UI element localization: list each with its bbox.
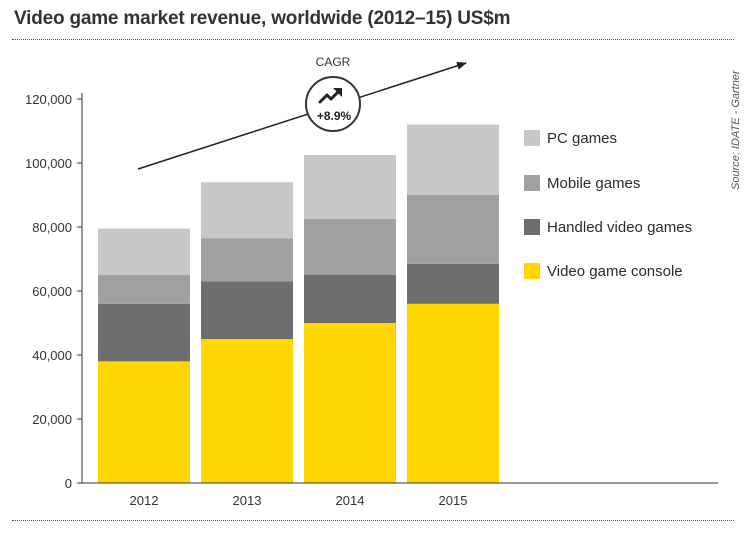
x-tick-label-2012: 2012 bbox=[130, 493, 159, 508]
legend-label-pc-games: PC games bbox=[547, 130, 617, 147]
trend-up-icon-head bbox=[333, 88, 342, 97]
y-tick-label: 120,000 bbox=[25, 92, 72, 107]
bar-stacks bbox=[98, 124, 499, 483]
bar-mobile-games-2015 bbox=[407, 195, 499, 264]
bar-video-game-console-2015 bbox=[407, 303, 499, 483]
legend-swatch-video-game-console bbox=[524, 263, 540, 279]
bar-handled-video-games-2012 bbox=[98, 303, 190, 362]
bar-pc-games-2014 bbox=[304, 155, 396, 219]
footer-divider bbox=[12, 520, 734, 521]
bar-handled-video-games-2013 bbox=[201, 281, 293, 339]
bar-video-game-console-2012 bbox=[98, 361, 190, 483]
bar-mobile-games-2012 bbox=[98, 275, 190, 304]
trend-up-icon bbox=[318, 88, 342, 104]
cagr-badge bbox=[305, 76, 361, 132]
legend-label-video-game-console: Video game console bbox=[547, 263, 683, 280]
y-axis: 0 20,000 40,000 60,000 80,000 100,000 120,000 bbox=[25, 92, 83, 491]
bar-handled-video-games-2014 bbox=[304, 275, 396, 323]
x-tick-label-2013: 2013 bbox=[233, 493, 262, 508]
x-axis: 2012 2013 2014 2015 bbox=[82, 482, 718, 508]
title-divider bbox=[12, 39, 734, 40]
bar-pc-games-2015 bbox=[407, 124, 499, 195]
y-tick-label: 80,000 bbox=[32, 220, 72, 235]
y-tick-label: 0 bbox=[65, 476, 72, 491]
legend-swatch-pc-games bbox=[524, 130, 540, 146]
bar-video-game-console-2014 bbox=[304, 323, 396, 483]
bar-pc-games-2012 bbox=[98, 228, 190, 275]
x-tick-label-2014: 2014 bbox=[336, 493, 365, 508]
bar-video-game-console-2013 bbox=[201, 339, 293, 483]
trend-up-icon-line bbox=[318, 89, 341, 104]
legend-swatch-mobile-games bbox=[524, 175, 540, 191]
y-tick-label: 100,000 bbox=[25, 156, 72, 171]
cagr-trend-arrow bbox=[137, 61, 467, 170]
x-tick-label-2015: 2015 bbox=[439, 493, 468, 508]
y-tick-label: 60,000 bbox=[32, 284, 72, 299]
cagr-value: +8.9% bbox=[317, 109, 352, 123]
legend-label-mobile-games: Mobile games bbox=[547, 175, 640, 192]
cagr-label: CAGR bbox=[316, 55, 351, 69]
y-tick-label: 20,000 bbox=[32, 412, 72, 427]
chart-title: Video game market revenue, worldwide (20… bbox=[14, 8, 511, 29]
bar-pc-games-2013 bbox=[201, 182, 293, 239]
cagr-annotation: CAGR +8.9% bbox=[137, 55, 467, 170]
bar-mobile-games-2013 bbox=[201, 238, 293, 282]
bar-handled-video-games-2015 bbox=[407, 263, 499, 304]
legend-label-handled-video-games: Handled video games bbox=[547, 219, 692, 236]
y-tick-label: 40,000 bbox=[32, 348, 72, 363]
legend: PC games Mobile games Handled video games V… bbox=[524, 130, 692, 280]
legend-swatch-handled-video-games bbox=[524, 219, 540, 235]
bar-mobile-games-2014 bbox=[304, 219, 396, 275]
